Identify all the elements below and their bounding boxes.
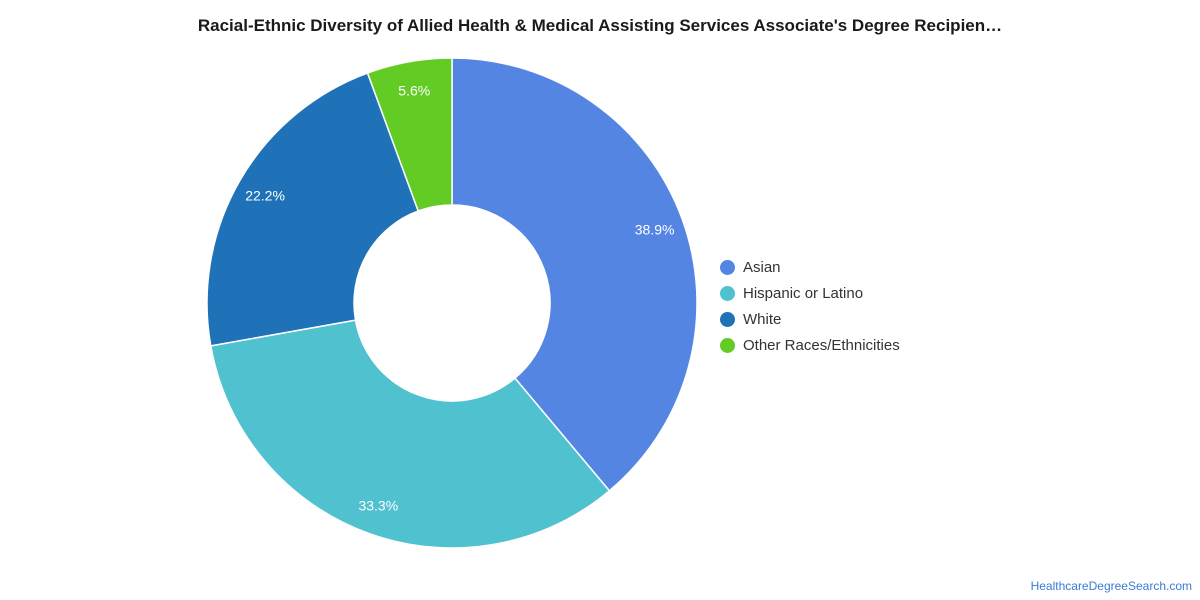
legend-label-white: White [743,310,782,328]
slice-hispanic-or-latino[interactable] [209,319,611,549]
chart-title: Racial-Ethnic Diversity of Allied Health… [197,16,1003,35]
legend-item-hispanic-or-latino[interactable]: Hispanic or Latino [720,280,900,306]
slice-label-white: 22.2% [245,188,285,204]
source-link[interactable]: HealthcareDegreeSearch.com [1030,579,1192,593]
legend-swatch-white [720,311,735,327]
slice-label-hispanic-or-latino: 33.3% [358,498,398,514]
slice-white[interactable] [206,72,420,347]
legend-label-hispanic-or-latino: Hispanic or Latino [743,284,864,302]
legend-swatch-hispanic-or-latino [720,285,735,301]
slice-asian[interactable] [451,57,698,492]
legend-swatch-other [720,337,735,353]
legend-item-asian[interactable]: Asian [720,254,900,280]
chart-legend: Asian Hispanic or Latino White Other Rac… [720,254,900,358]
legend-label-asian: Asian [743,258,781,276]
slice-other[interactable] [366,57,453,212]
legend-label-other: Other Races/Ethnicities [743,336,900,354]
legend-swatch-asian [720,259,735,275]
slice-label-other: 5.6% [398,83,430,99]
legend-item-other[interactable]: Other Races/Ethnicities [720,332,900,358]
slice-label-asian: 38.9% [635,221,675,237]
legend-item-white[interactable]: White [720,306,900,332]
